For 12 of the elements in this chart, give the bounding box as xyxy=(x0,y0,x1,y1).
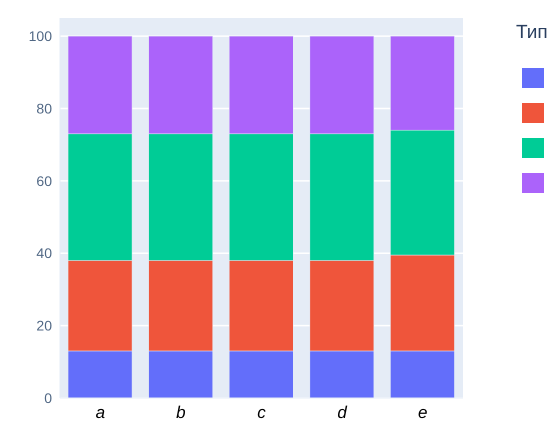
y-tick-label: 40 xyxy=(36,245,52,262)
x-tick-label: d xyxy=(337,403,348,422)
y-tick-label: 100 xyxy=(28,28,52,44)
legend-title: Тип xyxy=(516,22,548,44)
y-tick-label: 0 xyxy=(44,390,52,406)
y-tick-label: 20 xyxy=(36,318,52,334)
x-tick-label: a xyxy=(96,403,106,422)
x-tick-label: b xyxy=(176,403,186,422)
y-tick-label: 60 xyxy=(36,172,52,189)
y-tick-label: 80 xyxy=(36,100,52,116)
x-tick-label: e xyxy=(418,403,428,422)
x-tick-label: c xyxy=(257,403,266,422)
